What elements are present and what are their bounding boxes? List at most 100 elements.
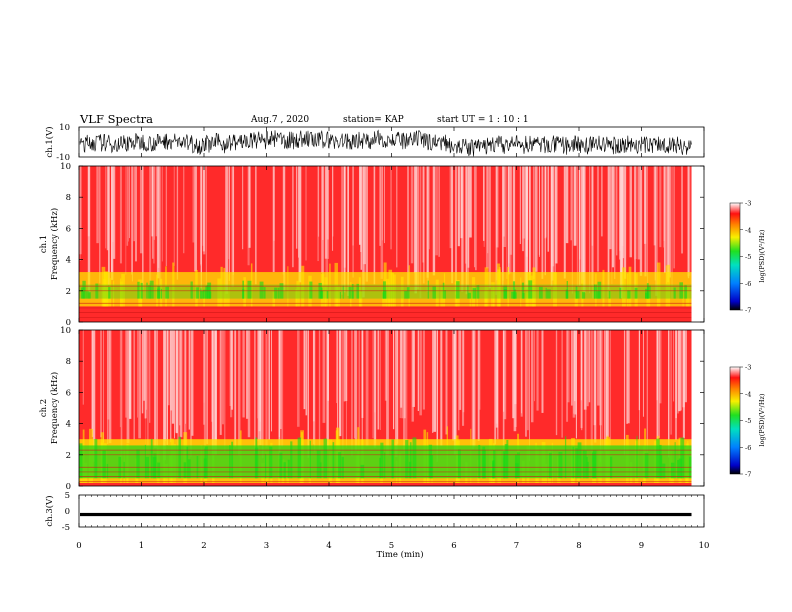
spectrogram-streak (611, 166, 613, 285)
spectrogram-streak (655, 166, 658, 296)
spectrogram-streak (105, 166, 107, 249)
spectrogram-streak (354, 330, 356, 439)
spectrogram-spike (468, 292, 471, 299)
spectrogram-streak (487, 166, 489, 254)
time-tick-label: 0 (76, 541, 81, 551)
spectrogram-streak (682, 330, 685, 439)
spectrogram-spike (79, 443, 83, 479)
spectrogram-spike (123, 461, 125, 479)
spectrogram-streak (677, 330, 679, 414)
spectrogram-streak (190, 330, 192, 457)
spectrogram-streak (571, 166, 573, 294)
spectrogram-streak (561, 330, 563, 438)
spectrogram-streak (668, 330, 670, 458)
spectrogram-spike (427, 280, 429, 299)
spectrogram-streak (576, 166, 578, 293)
spectrogram-streak (360, 166, 363, 270)
spectrogram-streak (332, 166, 334, 251)
spectrogram-spike (279, 452, 283, 479)
spectrogram-spike (309, 440, 311, 479)
spectrogram-streak (120, 330, 123, 460)
spectrogram-spike (400, 276, 404, 307)
spectrogram-streak (663, 166, 665, 242)
spectrogram-streak (397, 330, 399, 444)
spectrogram-streak (554, 166, 556, 287)
spectrogram-spike (379, 457, 381, 479)
spectrogram-streak (419, 330, 422, 416)
spectrogram-streak (338, 330, 342, 437)
spectrogram-streak (343, 166, 346, 293)
spectrogram-streak (322, 166, 324, 287)
spectrogram-streak (318, 330, 321, 463)
date-label: Aug.7 , 2020 (250, 115, 309, 125)
spectrogram-streak (173, 166, 175, 266)
spectrogram-streak (91, 330, 94, 437)
colorbar-tick-label: -3 (745, 200, 751, 208)
spectrogram-streak (225, 166, 228, 294)
ch1-colorbar-ticks: -3 -4 -5 -6 -7 (740, 200, 751, 315)
ch3-ytick-bottom: -5 (62, 523, 70, 533)
spectrogram-streak (565, 166, 569, 244)
spectrogram-streak (646, 330, 648, 453)
spectrogram-streak (509, 166, 512, 274)
freq-tick-label: 10 (60, 326, 71, 336)
spectrogram-spike (564, 436, 567, 479)
spectrogram-streak (522, 166, 524, 252)
spectrogram-spike (160, 288, 163, 299)
spectrogram-spike (393, 274, 396, 307)
spectrogram-streak (547, 166, 550, 252)
colorbar-tick-label: -4 (745, 226, 751, 234)
ch1-waveform-line (79, 129, 692, 157)
spectrogram-streak (303, 330, 306, 410)
spectrogram-spike (545, 287, 547, 299)
spectrogram-streak (593, 330, 596, 426)
spectrogram-streak (530, 330, 534, 423)
spectrogram-streak (351, 330, 353, 457)
spectrogram-streak (336, 330, 338, 451)
spectrogram-streak (185, 330, 187, 424)
time-tick-label: 8 (576, 541, 581, 551)
spectrogram-spike (587, 461, 589, 479)
spectrogram-streak (156, 166, 160, 279)
spectrogram-streak (621, 166, 624, 247)
spectrogram-streak (659, 166, 662, 248)
spectrogram-streak (416, 166, 419, 290)
spectrogram-streak (79, 166, 81, 261)
spectrogram-streak (159, 166, 162, 292)
spectrogram-streak (479, 330, 481, 410)
freq-tick-label: 4 (66, 420, 71, 430)
spectrogram-streak (503, 166, 506, 247)
spectrogram-spike (382, 281, 386, 299)
spectrogram-streak (157, 330, 158, 462)
spectrogram-spike (136, 449, 140, 479)
spectrogram-streak (422, 330, 425, 410)
spectrogram-spike (94, 438, 98, 479)
spectrogram-spike (496, 263, 501, 307)
spectrogram-streak (133, 330, 135, 440)
spectrogram-streak (219, 330, 222, 435)
spectrogram-streak (238, 330, 241, 456)
spectrogram-streak (624, 166, 627, 279)
spectrogram-spike (575, 290, 580, 299)
spectrogram-spike (670, 462, 675, 479)
spectrogram-spike (113, 280, 115, 307)
time-tick-label: 6 (451, 541, 456, 551)
spectrogram-streak (589, 166, 590, 294)
spectrogram-streak (666, 166, 667, 284)
spectrogram-spike (546, 289, 551, 299)
spectrogram-streak (668, 166, 671, 278)
freq-tick-label: 6 (66, 224, 71, 234)
spectrogram-spike (388, 269, 393, 307)
spectrogram-streak (161, 166, 163, 262)
spectrogram-streak (297, 330, 300, 427)
spectrogram-streak (280, 330, 282, 429)
spectrogram-spike (440, 287, 445, 307)
spectrogram-spike (196, 287, 199, 299)
spectrogram-streak (384, 166, 385, 244)
spectrogram-spike (203, 292, 205, 307)
spectrogram-spike (178, 436, 181, 479)
spectrogram-streak (483, 166, 485, 247)
spectrogram-streak (449, 166, 453, 249)
spectrogram-streak (176, 166, 179, 280)
